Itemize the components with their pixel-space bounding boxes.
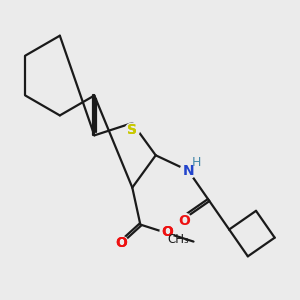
Text: N: N — [182, 164, 194, 178]
Text: S: S — [127, 123, 137, 137]
Circle shape — [180, 163, 196, 178]
Circle shape — [115, 236, 128, 250]
Text: CH₃: CH₃ — [168, 233, 190, 246]
Text: S: S — [127, 123, 137, 137]
Text: H: H — [192, 156, 201, 170]
Circle shape — [160, 225, 174, 239]
Circle shape — [125, 123, 140, 137]
Circle shape — [177, 213, 191, 227]
Text: O: O — [116, 236, 127, 250]
Text: O: O — [161, 225, 173, 239]
Text: O: O — [161, 225, 173, 239]
Text: O: O — [178, 214, 190, 228]
Text: O: O — [116, 236, 127, 250]
